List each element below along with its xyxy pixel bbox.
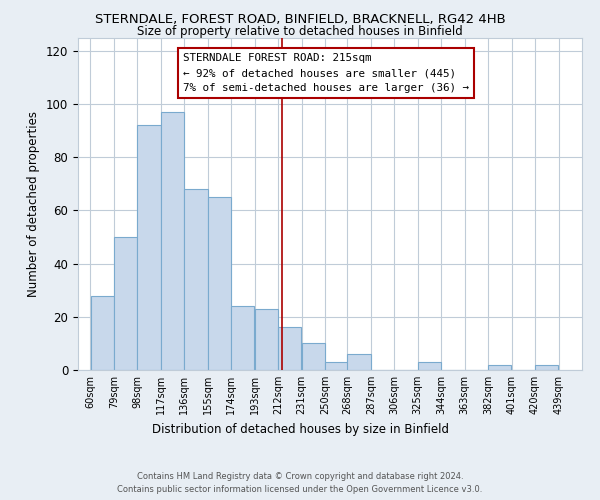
Bar	[232, 306, 254, 370]
Bar	[255, 309, 278, 370]
Text: Contains public sector information licensed under the Open Government Licence v3: Contains public sector information licen…	[118, 485, 482, 494]
Bar	[208, 197, 231, 370]
Text: STERNDALE, FOREST ROAD, BINFIELD, BRACKNELL, RG42 4HB: STERNDALE, FOREST ROAD, BINFIELD, BRACKN…	[95, 12, 505, 26]
Bar	[91, 296, 113, 370]
Bar	[137, 126, 161, 370]
Text: STERNDALE FOREST ROAD: 215sqm
← 92% of detached houses are smaller (445)
7% of s: STERNDALE FOREST ROAD: 215sqm ← 92% of d…	[183, 54, 469, 93]
Bar	[418, 362, 441, 370]
Bar	[278, 328, 301, 370]
Bar	[535, 364, 559, 370]
Text: Contains HM Land Registry data © Crown copyright and database right 2024.: Contains HM Land Registry data © Crown c…	[137, 472, 463, 481]
Bar	[325, 362, 349, 370]
Bar	[302, 344, 325, 370]
Text: Size of property relative to detached houses in Binfield: Size of property relative to detached ho…	[137, 25, 463, 38]
Bar	[184, 189, 208, 370]
Bar	[114, 237, 137, 370]
Bar	[161, 112, 184, 370]
Bar	[347, 354, 371, 370]
Y-axis label: Number of detached properties: Number of detached properties	[28, 111, 40, 296]
Bar	[488, 364, 511, 370]
Text: Distribution of detached houses by size in Binfield: Distribution of detached houses by size …	[151, 422, 449, 436]
